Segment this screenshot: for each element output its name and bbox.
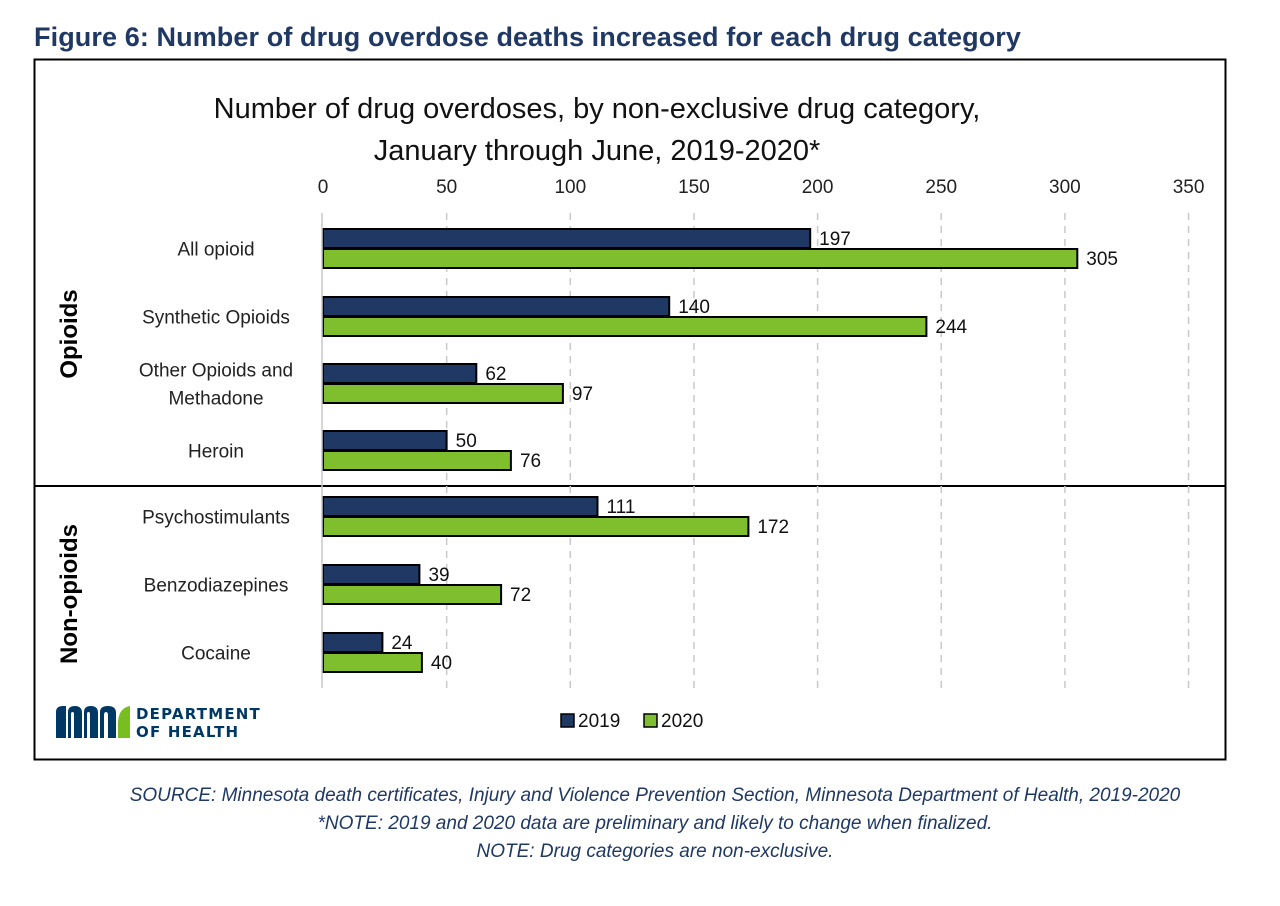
x-tick-label: 200 bbox=[802, 177, 834, 198]
bar-2019 bbox=[322, 430, 448, 451]
category-label: Synthetic Opioids bbox=[142, 308, 290, 329]
preliminary-note: *NOTE: 2019 and 2020 data are preliminar… bbox=[317, 813, 993, 834]
category-labels: All opioid Synthetic Opioids Other Opioids… bbox=[139, 240, 293, 665]
category-label: Methadone bbox=[168, 389, 263, 410]
value-label-2020: 72 bbox=[510, 585, 531, 606]
group-label-opioids: Opioids bbox=[56, 289, 83, 378]
category-label: All opioid bbox=[177, 240, 254, 261]
chart-title-line-1: Number of drug overdoses, by non-exclusi… bbox=[214, 93, 981, 125]
category-label: Other Opioids and bbox=[139, 361, 293, 382]
category-label: Benzodiazepines bbox=[144, 576, 289, 597]
x-tick-label: 150 bbox=[678, 177, 710, 198]
logo-text-line-1: DEPARTMENT bbox=[136, 705, 261, 723]
x-tick-label: 50 bbox=[436, 177, 457, 198]
x-tick-label: 350 bbox=[1173, 177, 1205, 198]
bar-2019 bbox=[322, 632, 384, 653]
figure-heading: Figure 6: Number of drug overdose deaths… bbox=[34, 22, 1022, 52]
value-label-2020: 97 bbox=[572, 384, 593, 405]
group-label-non-opioids: Non-opioids bbox=[56, 524, 83, 664]
value-label-2019: 39 bbox=[428, 565, 449, 586]
x-tick-label: 100 bbox=[554, 177, 586, 198]
chart-title-line-2: January through June, 2019-2020* bbox=[374, 135, 821, 167]
bar-2019 bbox=[322, 496, 599, 517]
mn-state-logo-icon bbox=[56, 706, 130, 738]
category-label: Cocaine bbox=[181, 644, 251, 665]
x-tick-label: 250 bbox=[925, 177, 957, 198]
value-label-2019: 50 bbox=[456, 431, 477, 452]
x-axis-ticks: 0 50 100 150 200 250 300 350 bbox=[318, 177, 1205, 198]
value-labels: 197 305 140 244 62 97 50 76 111 172 39 72 24 40 bbox=[391, 229, 1118, 674]
value-label-2020: 76 bbox=[520, 451, 541, 472]
bar-2020 bbox=[322, 652, 423, 673]
legend-label-2020: 2020 bbox=[661, 711, 703, 732]
legend-label-2019: 2019 bbox=[578, 711, 620, 732]
value-label-2020: 172 bbox=[757, 517, 789, 538]
chart-frame bbox=[33, 58, 1227, 761]
bar-2019 bbox=[322, 296, 671, 317]
bar-2019 bbox=[322, 564, 421, 585]
bar-2019 bbox=[322, 363, 478, 384]
bar-2020 bbox=[322, 248, 1079, 269]
gridlines bbox=[445, 213, 1190, 688]
category-label: Heroin bbox=[188, 442, 244, 463]
bar-2020 bbox=[322, 316, 928, 337]
value-label-2020: 40 bbox=[431, 653, 452, 674]
bar-2020 bbox=[322, 516, 750, 537]
x-tick-label: 0 bbox=[318, 177, 329, 198]
value-label-2019: 197 bbox=[819, 229, 851, 250]
figure-notes: SOURCE: Minnesota death certificates, In… bbox=[0, 782, 1280, 866]
legend-swatch-2019 bbox=[560, 713, 575, 728]
bar-2020 bbox=[322, 383, 564, 404]
legend: 2019 2020 bbox=[560, 711, 703, 732]
x-tick-label: 300 bbox=[1049, 177, 1081, 198]
value-label-2019: 111 bbox=[607, 497, 636, 518]
value-label-2019: 140 bbox=[678, 297, 710, 318]
category-label: Psychostimulants bbox=[142, 508, 290, 529]
non-exclusive-note: NOTE: Drug categories are non-exclusive. bbox=[476, 841, 834, 862]
value-label-2019: 62 bbox=[485, 364, 506, 385]
value-label-2020: 305 bbox=[1086, 249, 1118, 270]
logo-text-line-2: OF HEALTH bbox=[136, 723, 239, 741]
bar-2020 bbox=[322, 450, 512, 471]
value-label-2019: 24 bbox=[391, 633, 413, 654]
bars bbox=[322, 228, 1079, 673]
value-label-2020: 244 bbox=[935, 317, 967, 338]
bar-2020 bbox=[322, 584, 503, 605]
source-note: SOURCE: Minnesota death certificates, In… bbox=[129, 785, 1181, 806]
bar-2019 bbox=[322, 228, 812, 249]
legend-swatch-2020 bbox=[643, 713, 658, 728]
